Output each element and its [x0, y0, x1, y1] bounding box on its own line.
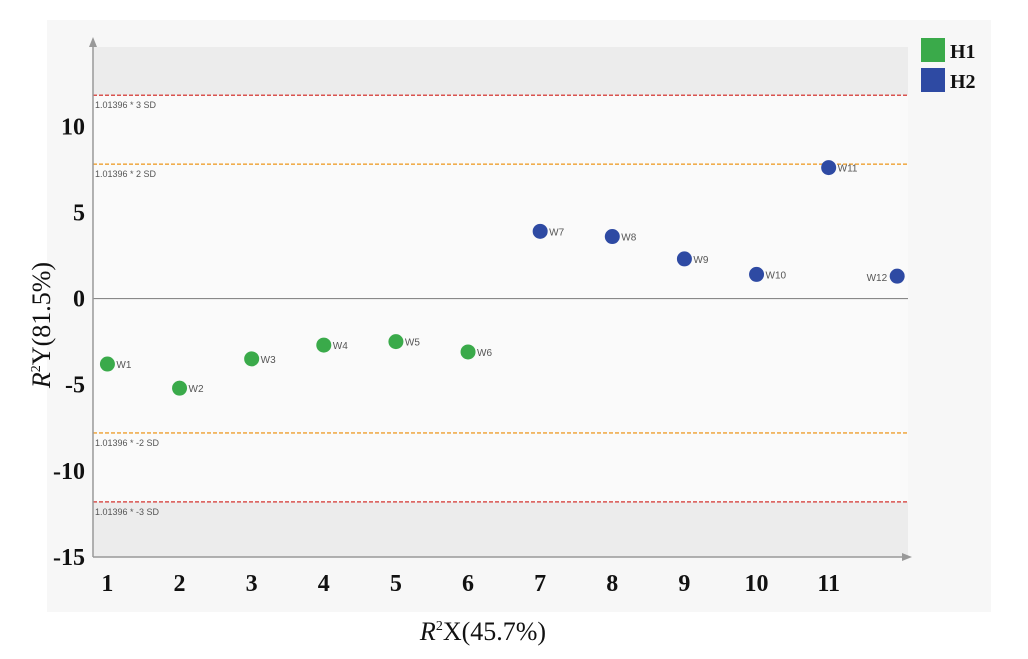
legend-swatch	[921, 68, 945, 92]
data-points: W1 W2 W3 W4 W5 W6 W7 W8 W9 W10 W11 W12	[99, 160, 905, 396]
point-label: W6	[477, 348, 492, 359]
point-label: W2	[189, 384, 204, 395]
point-label: W7	[549, 227, 564, 238]
y-tick-label: 5	[73, 200, 85, 226]
x-tick-labels: 1 2 3 4 5 6 7 8 9 10 11	[101, 571, 840, 597]
legend-swatch	[921, 38, 945, 62]
data-point	[676, 251, 692, 267]
data-point	[604, 229, 620, 245]
y-tick-labels: 10 5 0 -5 -10 -15	[53, 114, 85, 571]
x-tick-label: 9	[678, 571, 690, 597]
reference-lines: 1.01396 * 3 SD 1.01396 * 2 SD 1.01396 * -2…	[93, 94, 908, 517]
sd-bands	[93, 47, 908, 557]
y-axis-title-sup: 2	[29, 365, 44, 372]
sd-label-0: 1.01396 * 3 SD	[95, 100, 157, 110]
point-label: W1	[116, 360, 131, 371]
point-label: W4	[333, 341, 348, 352]
x-tick-label: 7	[534, 571, 546, 597]
y-tick-label: 10	[61, 114, 85, 140]
plot-area	[93, 47, 908, 557]
sd-label-2: 1.01396 * -2 SD	[95, 438, 160, 448]
upper-sd-band	[93, 47, 908, 96]
y-tick-label: -15	[53, 545, 85, 571]
data-point	[388, 334, 404, 350]
x-tick-label: 6	[462, 571, 474, 597]
y-tick-label: 0	[73, 287, 85, 313]
point-label: W11	[838, 164, 858, 175]
data-point	[316, 337, 332, 353]
data-point	[749, 266, 765, 282]
data-point	[172, 380, 188, 396]
data-point	[244, 351, 260, 367]
x-tick-label: 8	[606, 571, 618, 597]
x-axis-title-main: R	[419, 617, 436, 646]
axes	[89, 37, 912, 561]
sd-label-1: 1.01396 * 2 SD	[95, 169, 157, 179]
data-point	[889, 268, 905, 284]
point-label: W3	[261, 355, 276, 366]
y-tick-label: -10	[53, 459, 85, 485]
y-axis-title-main: R	[27, 372, 56, 389]
x-tick-label: 4	[318, 571, 330, 597]
legend-label: H1	[950, 41, 976, 63]
point-label: W12	[867, 273, 888, 284]
data-point	[821, 160, 837, 176]
lower-sd-band	[93, 501, 908, 557]
legend-label: H2	[950, 71, 976, 93]
x-tick-label: 5	[390, 571, 402, 597]
x-axis-arrow	[902, 553, 912, 561]
point-label: W5	[405, 338, 420, 349]
point-label: W10	[766, 270, 787, 281]
data-point	[532, 223, 548, 239]
data-point	[99, 356, 115, 372]
data-point	[460, 344, 476, 360]
point-label: W8	[621, 233, 636, 244]
x-tick-label: 1	[101, 571, 113, 597]
x-axis-title-sup: 2	[436, 619, 443, 634]
x-tick-label: 10	[745, 571, 769, 597]
x-axis-title: R2X(45.7%)	[419, 617, 546, 646]
y-axis-title: R2Y(81.5%)	[27, 262, 56, 389]
point-label: W9	[693, 255, 708, 266]
y-axis-title-rest: Y(81.5%)	[27, 262, 56, 365]
x-tick-label: 2	[174, 571, 186, 597]
x-tick-label: 11	[817, 571, 840, 597]
y-axis-arrow	[89, 37, 97, 47]
x-tick-label: 3	[246, 571, 258, 597]
sd-label-3: 1.01396 * -3 SD	[95, 507, 160, 517]
y-tick-label: -5	[65, 373, 85, 399]
x-axis-title-rest: X(45.7%)	[443, 617, 546, 646]
